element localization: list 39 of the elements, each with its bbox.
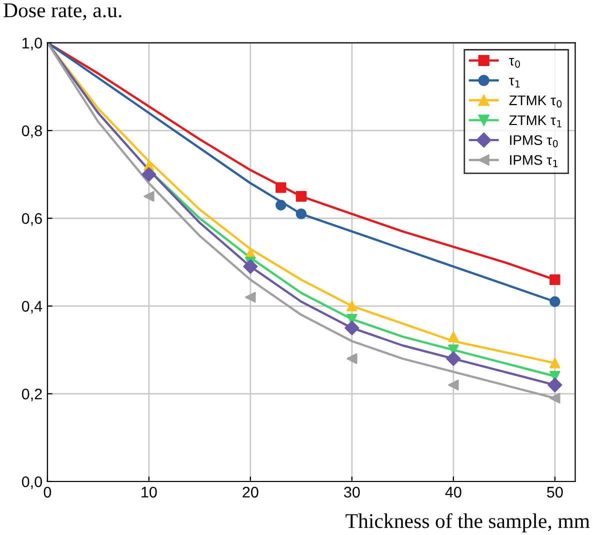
point (548, 378, 562, 392)
x-tick-label: 20 (242, 486, 258, 498)
point (346, 300, 358, 312)
point (448, 380, 459, 390)
legend-label: τ$_{1}$ (509, 78, 520, 88)
legend-label: τ$_{0}$ (509, 58, 520, 68)
x-tick-label: 30 (344, 486, 360, 498)
x-tick-label: 50 (547, 486, 563, 498)
point (243, 259, 258, 274)
point (245, 292, 256, 303)
y-tick-label: 0,8 (22, 125, 42, 138)
legend-label: IPMS τ$_{1}$ (510, 155, 558, 168)
x-tick-label: 10 (142, 486, 157, 498)
y-tick-label: 0,0 (22, 476, 42, 489)
point (550, 358, 560, 368)
legend-label: ZTMK τ$_{1}$ (509, 115, 562, 128)
legend-label: IPMS τ$_{0}$ (510, 135, 558, 148)
y-tick-label: 0,6 (22, 213, 42, 226)
point (276, 182, 286, 193)
point (346, 353, 358, 364)
point (550, 392, 560, 404)
x-tick-label: 40 (445, 486, 462, 498)
y-tick-label: 0,4 (22, 300, 42, 314)
x-axis-title: Thickness of the sample, mm (346, 513, 590, 532)
y-tick-label: 1,0 (22, 38, 42, 50)
point (144, 190, 154, 202)
point (550, 274, 560, 286)
point (448, 331, 459, 342)
point (344, 320, 360, 336)
point (296, 190, 307, 202)
y-tick-label: 0,2 (22, 388, 42, 402)
point (142, 167, 156, 182)
legend-label: ZTMK τ$_{0}$ (509, 96, 562, 108)
point (276, 200, 286, 210)
x-tick-label: 0 (44, 486, 52, 498)
point (550, 296, 560, 307)
point (296, 208, 307, 220)
y-axis-title: Dose rate, a.u. (4, 3, 122, 20)
point (446, 351, 461, 366)
